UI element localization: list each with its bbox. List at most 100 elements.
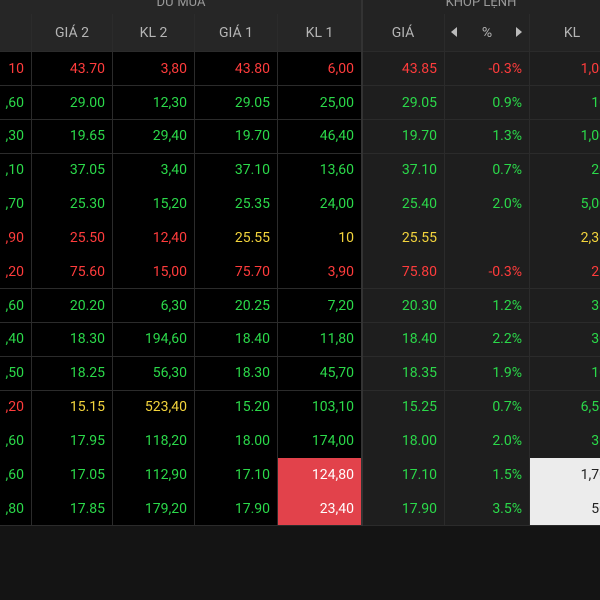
cell: 75.80 xyxy=(362,255,445,290)
cell: 37.05 xyxy=(32,153,113,188)
cell: 18.25 xyxy=(32,356,113,391)
cell: 25.55 xyxy=(362,221,445,256)
cell: 43.80 xyxy=(195,52,278,87)
cell: ,20 xyxy=(0,255,32,290)
arrow-right[interactable] xyxy=(516,27,522,37)
cell: 3,40 xyxy=(113,153,195,188)
cell: 75.70 xyxy=(195,255,278,290)
column-header: GIÁ 2 xyxy=(32,14,113,52)
cell: ,60 xyxy=(0,85,32,121)
cell: 15.20 xyxy=(195,390,278,425)
cell: 103,10 xyxy=(278,390,362,425)
cell: 25.40 xyxy=(362,187,445,222)
cell: 17.85 xyxy=(32,492,113,527)
cell: 37.10 xyxy=(195,153,278,188)
cell: 13,60 xyxy=(278,153,362,188)
cell: -0.3% xyxy=(445,52,530,87)
cell: 1.2% xyxy=(445,288,530,324)
cell: 25.50 xyxy=(32,221,113,256)
cell: 194,60 xyxy=(113,322,195,358)
cell: 18.00 xyxy=(362,424,445,459)
cell: ,50 xyxy=(0,356,32,391)
cell: 29.05 xyxy=(195,85,278,121)
cell: 50 xyxy=(530,492,600,527)
cell xyxy=(445,221,530,256)
cell: 2.0% xyxy=(445,187,530,222)
cell: 17.90 xyxy=(195,492,278,527)
cell: 19.65 xyxy=(32,119,113,155)
cell: 30 xyxy=(530,424,600,459)
cell: 20.30 xyxy=(362,288,445,324)
cell: 20.25 xyxy=(195,288,278,324)
cell: 29,40 xyxy=(113,119,195,155)
cell: 75.60 xyxy=(32,255,113,290)
cell: 29.05 xyxy=(362,85,445,121)
cell: 1,00 xyxy=(530,52,600,87)
cell: 19.70 xyxy=(362,119,445,155)
cell: ,70 xyxy=(0,187,32,222)
cell: 1.9% xyxy=(445,356,530,391)
cell: -0.3% xyxy=(445,255,530,290)
column-header: KL 2 xyxy=(113,14,195,52)
cell: 3.5% xyxy=(445,492,530,527)
cell: 15.25 xyxy=(362,390,445,425)
cell: 523,40 xyxy=(113,390,195,425)
cell: 1,00 xyxy=(530,119,600,155)
cell: 18.30 xyxy=(195,356,278,391)
group-header: DƯ MUA xyxy=(0,0,362,15)
column-header: GIÁ 1 xyxy=(195,14,278,52)
cell: ,30 xyxy=(0,119,32,155)
cell: 23,40 xyxy=(278,492,362,527)
cell: 30 xyxy=(530,322,600,358)
cell: 24,00 xyxy=(278,187,362,222)
cell: 10 xyxy=(530,356,600,391)
cell: 25.35 xyxy=(195,187,278,222)
cell: 1,70 xyxy=(530,458,600,493)
cell: 10 xyxy=(278,221,362,256)
cell: 25.30 xyxy=(32,187,113,222)
cell: 17.10 xyxy=(362,458,445,493)
cell: 10 xyxy=(530,85,600,121)
divider xyxy=(361,0,363,526)
cell: 56,30 xyxy=(113,356,195,391)
cell: 18.00 xyxy=(195,424,278,459)
cell: 19.70 xyxy=(195,119,278,155)
cell: 6,30 xyxy=(113,288,195,324)
column-header: % xyxy=(445,14,530,52)
cell: 179,20 xyxy=(113,492,195,527)
cell: 20.20 xyxy=(32,288,113,324)
cell: ,90 xyxy=(0,221,32,256)
cell: 1.3% xyxy=(445,119,530,155)
cell: 112,90 xyxy=(113,458,195,493)
arrow-left[interactable] xyxy=(451,27,457,37)
group-header: KHỚP LỆNH xyxy=(362,0,600,15)
cell: 17.05 xyxy=(32,458,113,493)
cell: ,60 xyxy=(0,458,32,493)
cell: 10 xyxy=(0,52,32,87)
cell: 29.00 xyxy=(32,85,113,121)
cell: ,20 xyxy=(0,390,32,425)
cell: 118,20 xyxy=(113,424,195,459)
cell: 30 xyxy=(530,288,600,324)
cell: 124,80 xyxy=(278,458,362,493)
cell: 2,30 xyxy=(530,221,600,256)
cell: 17.90 xyxy=(362,492,445,527)
cell: 18.35 xyxy=(362,356,445,391)
cell: 18.40 xyxy=(362,322,445,358)
cell: 15.15 xyxy=(32,390,113,425)
cell: 6,00 xyxy=(278,52,362,87)
cell: 12,40 xyxy=(113,221,195,256)
cell: ,80 xyxy=(0,492,32,527)
cell: 45,70 xyxy=(278,356,362,391)
cell: 18.40 xyxy=(195,322,278,358)
cell: 37.10 xyxy=(362,153,445,188)
cell: 3,90 xyxy=(278,255,362,290)
cell: 0.7% xyxy=(445,153,530,188)
cell: 3,80 xyxy=(113,52,195,87)
cell: 43.70 xyxy=(32,52,113,87)
cell: 2.2% xyxy=(445,322,530,358)
column-header: KL 1 xyxy=(278,14,362,52)
cell: 12,30 xyxy=(113,85,195,121)
cell: 15,00 xyxy=(113,255,195,290)
column-header: KL xyxy=(530,14,600,52)
